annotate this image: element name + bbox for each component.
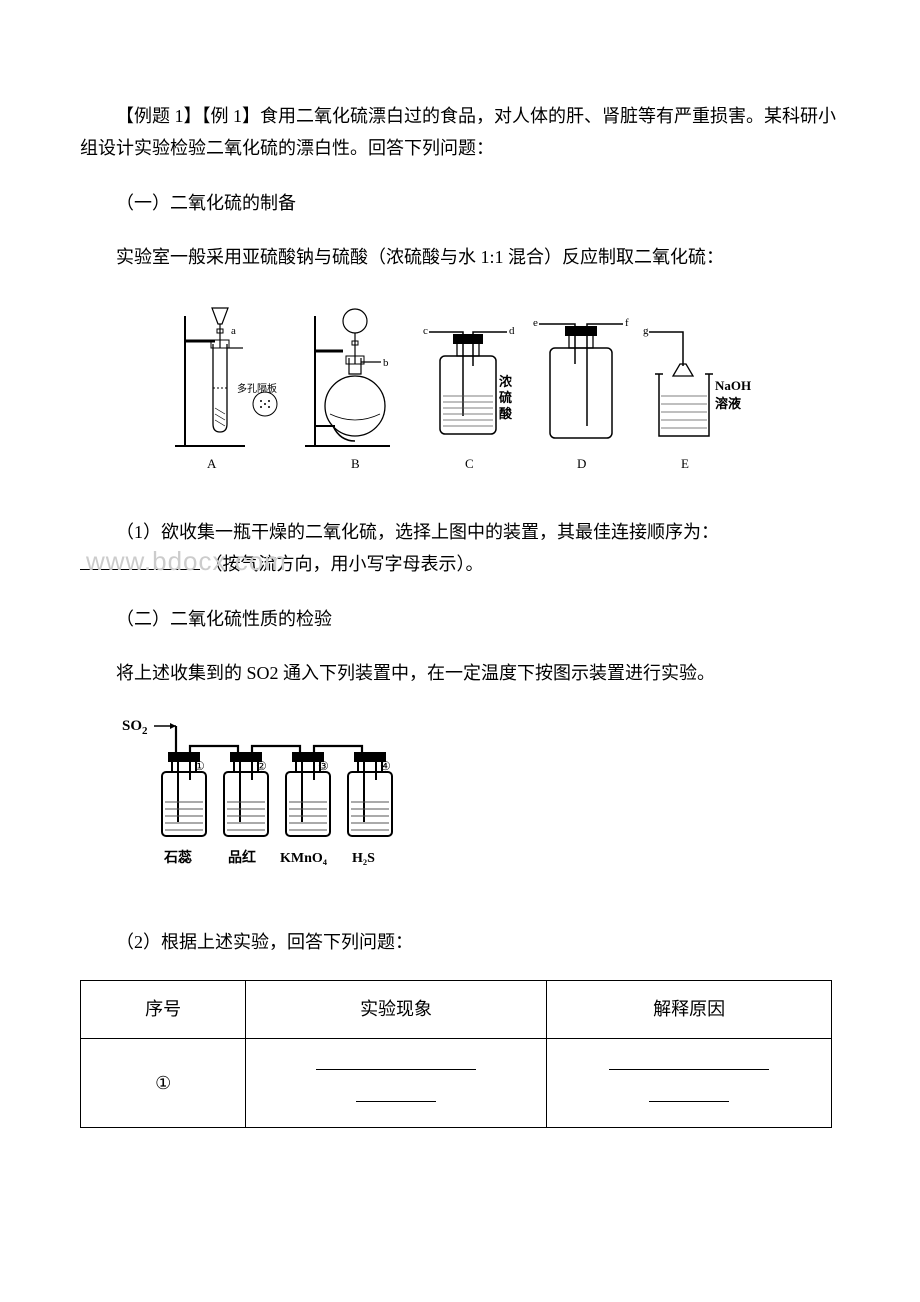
- svg-text:C: C: [465, 456, 474, 471]
- svg-text:③: ③: [318, 759, 329, 773]
- table-row: ①: [81, 1038, 832, 1128]
- svg-text:KMnO₄: KMnO₄: [280, 851, 328, 866]
- section-1-heading: （一）二氧化硫的制备: [80, 187, 840, 219]
- svg-text:①: ①: [194, 759, 205, 773]
- header-reason: 解释原因: [546, 981, 832, 1038]
- svg-text:e: e: [533, 317, 538, 329]
- svg-text:D: D: [577, 456, 586, 471]
- row1-reason: [546, 1038, 832, 1128]
- svg-text:浓: 浓: [499, 374, 513, 389]
- svg-text:c: c: [423, 325, 428, 337]
- answer-table: 序号 实验现象 解释原因 ①: [80, 980, 832, 1128]
- apparatus-b-icon: b B: [305, 309, 390, 471]
- row1-serial: ①: [81, 1038, 246, 1128]
- svg-text:E: E: [681, 456, 689, 471]
- watermark-text: www.bdocx.com: [50, 538, 287, 585]
- intro-paragraph: 【例题 1】【例 1】食用二氧化硫漂白过的食品，对人体的肝、肾脏等有严重损害。某…: [80, 100, 840, 165]
- row1-phenomenon: [246, 1038, 547, 1128]
- svg-text:f: f: [625, 317, 629, 329]
- table-header-row: 序号 实验现象 解释原因: [81, 981, 832, 1038]
- svg-text:A: A: [207, 456, 217, 471]
- apparatus-c-icon: c d 浓 硫 酸 C: [423, 325, 515, 471]
- section-2-heading: （二）二氧化硫性质的检验: [80, 603, 840, 635]
- section-2-intro: 将上述收集到的 SO2 通入下列装置中，在一定温度下按图示装置进行实验。: [80, 657, 840, 689]
- svg-text:SO2: SO2: [122, 718, 148, 737]
- prep-text: 实验室一般采用亚硫酸钠与硫酸（浓硫酸与水 1:1 混合）反应制取二氧化硫：: [80, 241, 840, 273]
- svg-text:d: d: [509, 325, 515, 337]
- header-serial: 序号: [81, 981, 246, 1038]
- svg-text:a: a: [231, 325, 236, 337]
- blank-fill: www.bdocx.com: [80, 552, 200, 570]
- svg-text:b: b: [383, 357, 389, 369]
- svg-text:硫: 硫: [499, 390, 512, 405]
- bottle-group: ① ②: [162, 746, 392, 836]
- apparatus-d-icon: e f D: [533, 317, 629, 471]
- apparatus-e-icon: g NaOH 溶液 E: [643, 325, 751, 471]
- svg-text:g: g: [643, 325, 649, 337]
- svg-text:酸: 酸: [499, 406, 513, 421]
- apparatus-a-icon: a 多孔隔板 A: [175, 308, 277, 471]
- svg-text:H₂S: H₂S: [352, 851, 375, 866]
- svg-text:NaOH: NaOH: [715, 378, 751, 393]
- svg-text:②: ②: [256, 759, 267, 773]
- svg-text:④: ④: [380, 759, 391, 773]
- apparatus-diagram: a 多孔隔板 A: [80, 296, 840, 486]
- header-phenomenon: 实验现象: [246, 981, 547, 1038]
- svg-text:石蕊: 石蕊: [163, 849, 192, 866]
- question-2: （2）根据上述实验，回答下列问题：: [80, 926, 840, 958]
- svg-text:溶液: 溶液: [715, 396, 741, 411]
- question-1: （1）欲收集一瓶干燥的二氧化硫，选择上图中的装置，其最佳连接顺序为： www.b…: [80, 516, 840, 581]
- svg-text:品红: 品红: [228, 849, 256, 866]
- svg-text:B: B: [351, 456, 360, 471]
- so2-bottles-diagram: SO2 ①: [120, 712, 840, 892]
